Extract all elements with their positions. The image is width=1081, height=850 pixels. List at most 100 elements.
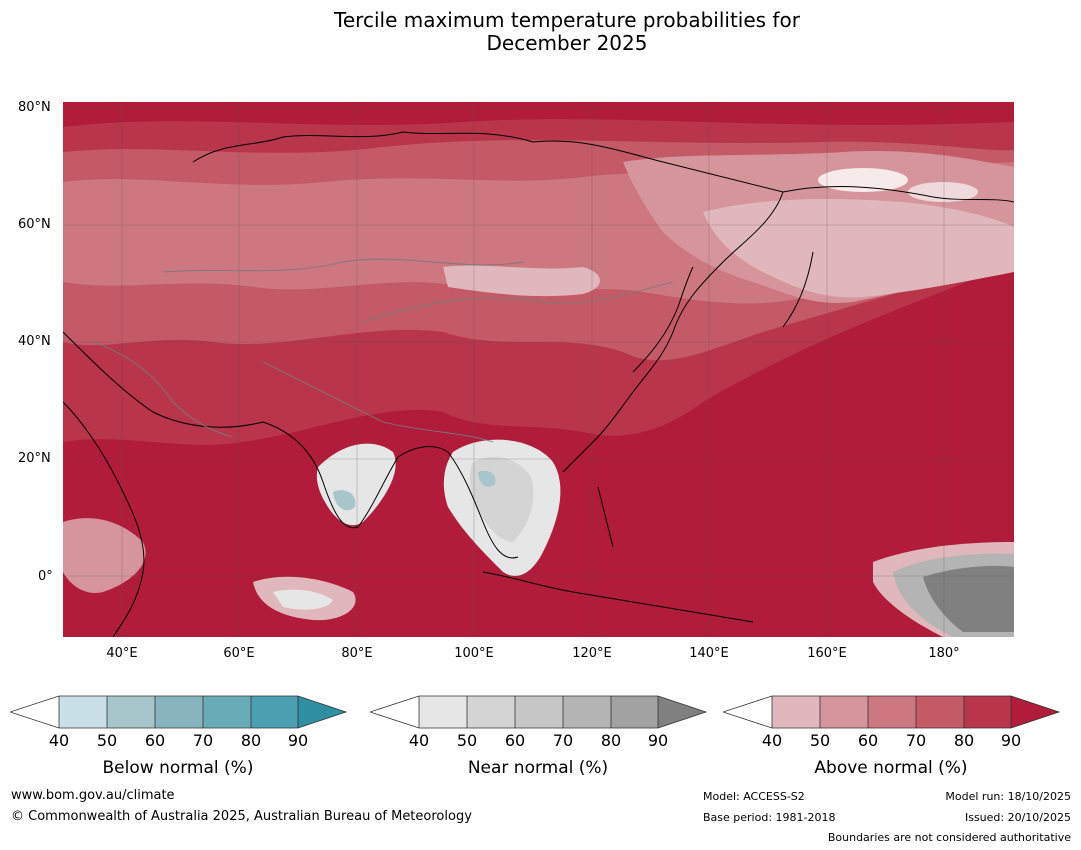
website-link[interactable]: www.bom.gov.au/climate xyxy=(11,788,175,803)
above-tick-60: 60 xyxy=(857,731,879,750)
lon-label-80e: 80°E xyxy=(341,646,373,661)
swatch-above-40-50 xyxy=(772,696,820,728)
lat-label-60n: 60°N xyxy=(18,217,51,232)
coastlines xyxy=(63,131,1014,637)
equal-chances-patch-siberia xyxy=(818,168,908,192)
boundary-disclaimer: Boundaries are not considered authoritat… xyxy=(827,831,1071,844)
boundary-south-asia xyxy=(262,361,494,443)
swatch-below-50-60 xyxy=(107,696,155,728)
below-tick-70: 70 xyxy=(192,731,214,750)
colorbar-above-title: Above normal (%) xyxy=(814,758,968,778)
coastline-indonesia xyxy=(482,571,754,623)
swatch-near-50-60 xyxy=(467,696,515,728)
swatch-below-lt40 xyxy=(10,696,59,728)
boundary-middle-east xyxy=(92,341,234,438)
colorbar-below-outline xyxy=(8,695,348,729)
below-tick-80: 80 xyxy=(240,731,262,750)
colorbar-above-normal-swatches xyxy=(721,695,1061,729)
lat-label-20n: 20°N xyxy=(18,451,51,466)
lat-label-0: 0° xyxy=(38,569,53,584)
map-graticule xyxy=(63,102,1014,637)
swatch-below-gt90 xyxy=(298,696,346,728)
below-tick-40: 40 xyxy=(48,731,70,750)
coastline-africa xyxy=(63,401,145,637)
colorbar-near-normal-swatches xyxy=(368,695,708,729)
colorbar-below-normal xyxy=(8,695,350,735)
lon-label-60e: 60°E xyxy=(223,646,255,661)
near-tick-50: 50 xyxy=(456,731,478,750)
near-normal-region-india xyxy=(316,443,396,526)
above-tick-90: 90 xyxy=(1000,731,1022,750)
coastline-philippines xyxy=(597,486,614,548)
lon-label-140e: 140°E xyxy=(689,646,729,661)
swatch-above-70-80 xyxy=(916,696,964,728)
near-normal-region-indian-ocean-core xyxy=(273,589,333,610)
lat-label-80n: 80°N xyxy=(18,100,51,115)
colorbar-near-title: Near normal (%) xyxy=(467,758,609,778)
boundary-central-asia xyxy=(162,258,524,273)
below-tick-90: 90 xyxy=(287,731,309,750)
colorbar-near-outline xyxy=(368,695,708,729)
lon-label-160e: 160°E xyxy=(807,646,847,661)
colorbar-near-normal xyxy=(368,695,710,735)
colorbar-above-normal xyxy=(721,695,1063,735)
map-title: Tercile maximum temperature probabilitie… xyxy=(0,9,1081,55)
model-name: Model: ACCESS-S2 xyxy=(703,790,805,803)
swatch-below-40-50 xyxy=(59,696,107,728)
lon-label-120e: 120°E xyxy=(572,646,612,661)
coastline-kamchatka xyxy=(782,251,814,328)
swatch-near-60-70 xyxy=(515,696,563,728)
above-tick-80: 80 xyxy=(953,731,975,750)
copyright-text: © Commonwealth of Australia 2025, Austra… xyxy=(11,809,472,824)
map-title-line-2: December 2025 xyxy=(486,31,648,55)
swatch-near-80-90 xyxy=(611,696,658,728)
coastline-east-asia xyxy=(562,191,784,473)
below-normal-region-southeast-asia xyxy=(478,470,496,487)
lon-label-100e: 100°E xyxy=(454,646,494,661)
issued-date: Issued: 20/10/2025 xyxy=(964,811,1071,824)
colorbar-below-title: Below normal (%) xyxy=(102,758,254,778)
lon-label-180: 180° xyxy=(928,646,960,661)
swatch-above-60-70 xyxy=(868,696,916,728)
near-tick-80: 80 xyxy=(600,731,622,750)
swatch-below-60-70 xyxy=(155,696,203,728)
equal-chances-patch-north xyxy=(908,182,978,202)
swatch-near-70-80 xyxy=(563,696,611,728)
near-tick-40: 40 xyxy=(408,731,430,750)
above-tick-50: 50 xyxy=(809,731,831,750)
coastline-arctic xyxy=(192,131,1014,203)
below-tick-50: 50 xyxy=(96,731,118,750)
swatch-below-80-90 xyxy=(251,696,298,728)
swatch-near-gt90 xyxy=(658,696,706,728)
below-tick-60: 60 xyxy=(144,731,166,750)
above-tick-70: 70 xyxy=(905,731,927,750)
swatch-above-80-90 xyxy=(964,696,1011,728)
colorbar-below-normal-swatches xyxy=(8,695,348,729)
country-boundaries xyxy=(92,258,674,443)
swatch-above-gt90 xyxy=(1011,696,1059,728)
near-tick-90: 90 xyxy=(647,731,669,750)
coastline-japan xyxy=(632,266,694,373)
map-canvas xyxy=(63,102,1014,637)
coastline-south-asia xyxy=(63,331,519,559)
swatch-near-lt40 xyxy=(370,696,419,728)
above-tick-40: 40 xyxy=(761,731,783,750)
near-tick-60: 60 xyxy=(504,731,526,750)
below-normal-region-india xyxy=(333,490,356,511)
forecast-map xyxy=(63,102,1014,637)
boundary-china-north xyxy=(362,281,674,323)
lat-label-40n: 40°N xyxy=(18,334,51,349)
swatch-near-40-50 xyxy=(419,696,467,728)
near-normal-region-pacific-core xyxy=(923,565,1014,632)
above-normal-region-africa-light xyxy=(63,518,146,593)
swatch-above-lt40 xyxy=(723,696,772,728)
swatch-above-50-60 xyxy=(820,696,868,728)
model-run-date: Model run: 18/10/2025 xyxy=(945,790,1071,803)
base-period: Base period: 1981-2018 xyxy=(703,811,836,824)
colorbar-above-outline xyxy=(721,695,1061,729)
probability-band-40-west xyxy=(443,265,600,297)
lon-label-40e: 40°E xyxy=(106,646,138,661)
near-tick-70: 70 xyxy=(552,731,574,750)
swatch-below-70-80 xyxy=(203,696,251,728)
map-title-line-1: Tercile maximum temperature probabilitie… xyxy=(334,8,800,32)
